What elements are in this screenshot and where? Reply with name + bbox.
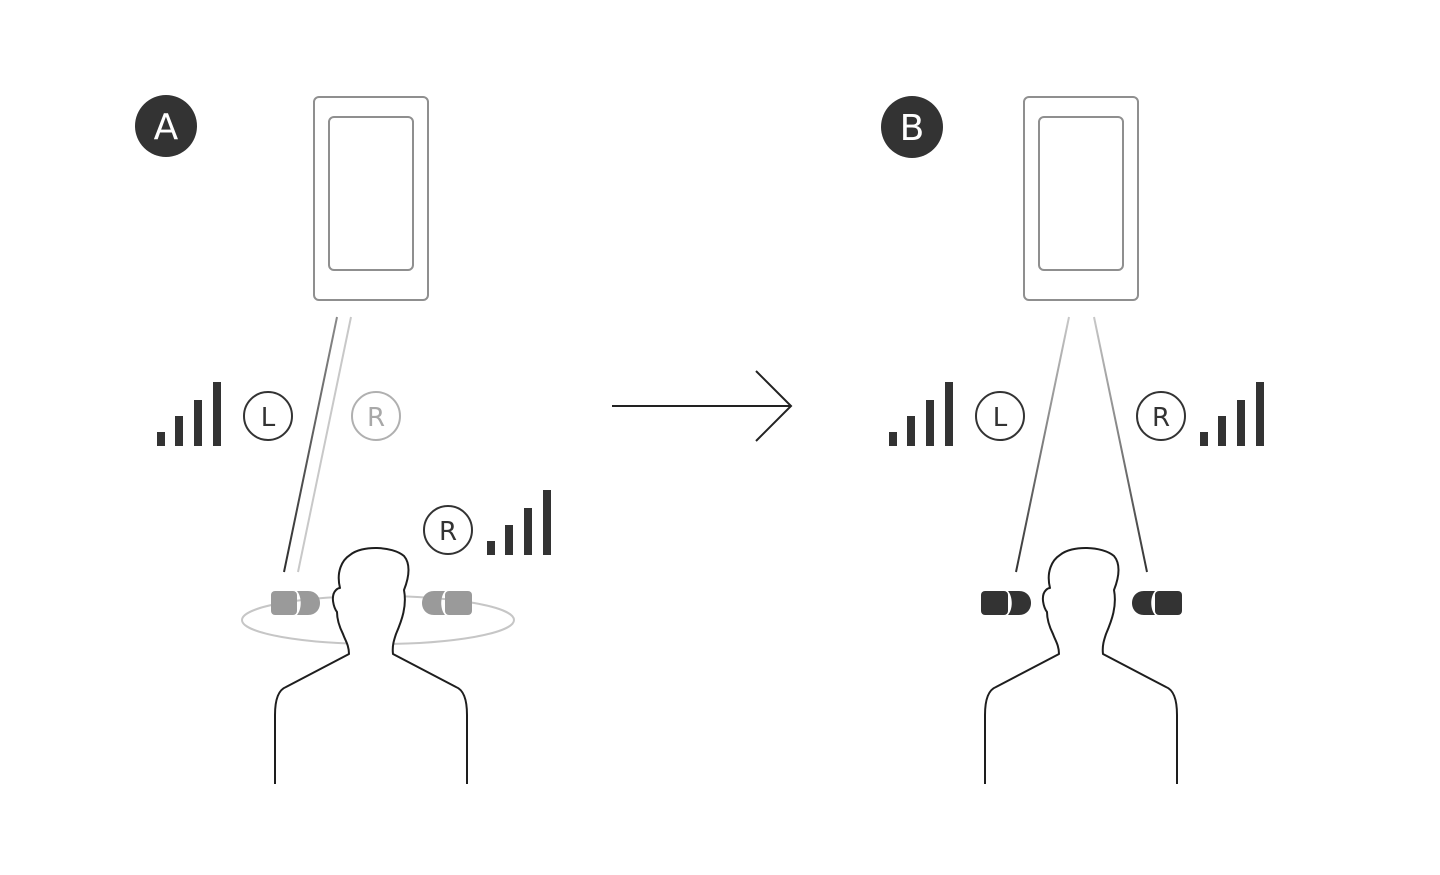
right-channel-label: R [439,517,457,547]
person-silhouette-icon [274,547,468,784]
signal-bars-icon [157,382,221,446]
connection-line-left [283,316,338,573]
earbud-icon [422,591,472,615]
panel-b-badge: B [881,96,943,158]
panel-b: B L R [881,96,1264,784]
arrow-right-icon [612,370,793,442]
connection-line-right-faded [297,316,352,573]
panel-b-badge-label: B [900,108,925,149]
right-channel-badge: R [423,505,473,555]
right-channel-label: R [1152,403,1170,433]
earbud-icon [1132,591,1182,615]
signal-bars-icon [889,382,953,446]
smartphone-icon [313,96,429,301]
earbud-icon [271,591,320,615]
smartphone-icon [1023,96,1139,301]
left-channel-label: L [261,403,276,433]
right-channel-badge: R [1136,391,1186,441]
panel-a-badge-label: A [154,107,179,148]
panel-a: A L R R [135,95,551,784]
right-channel-badge-faded: R [351,391,401,441]
connection-line-right [1093,316,1148,573]
person-silhouette-icon [984,547,1178,784]
earbud-icon [981,591,1031,615]
left-channel-badge: L [975,391,1025,441]
left-channel-badge: L [243,391,293,441]
signal-bars-icon [1200,382,1264,446]
connection-line-left [1015,316,1070,573]
left-channel-label: L [993,403,1008,433]
right-channel-label-faded: R [367,403,385,433]
signal-bars-icon [487,490,551,555]
panel-a-badge: A [135,95,197,157]
